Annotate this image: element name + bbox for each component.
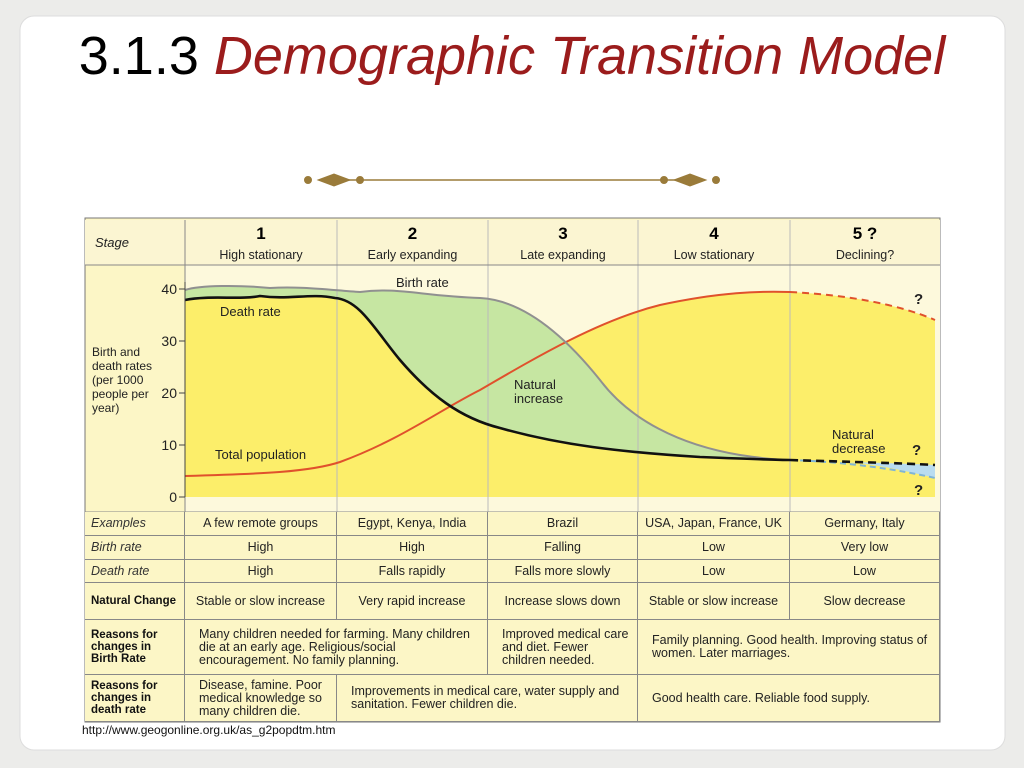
row-label: Reasons for changes in Birth Rate bbox=[85, 620, 185, 675]
stage-number: 5 ? bbox=[852, 224, 878, 243]
below-death-area bbox=[185, 296, 935, 497]
y-ticks: 0 10 20 30 40 bbox=[161, 281, 185, 505]
row-label: Reasons for changes in death rate bbox=[85, 675, 185, 722]
table-cell: Family planning. Good health. Improving … bbox=[638, 620, 940, 675]
table-cell: Many children needed for farming. Many c… bbox=[185, 620, 488, 675]
source-link: http://www.geogonline.org.uk/as_g2popdtm… bbox=[82, 723, 336, 737]
stage-number: 3 bbox=[558, 224, 568, 243]
title-number: 3.1.3 bbox=[78, 26, 199, 86]
stage-number: 4 bbox=[709, 224, 719, 243]
stage-name: Late expanding bbox=[520, 248, 606, 262]
unknown-marker: ? bbox=[912, 442, 922, 459]
table-cell: Stable or slow increase bbox=[638, 583, 790, 620]
row-label: Death rate bbox=[85, 560, 185, 583]
table-cell: USA, Japan, France, UK bbox=[638, 512, 790, 536]
stage-number: 1 bbox=[256, 224, 266, 243]
stage-name: High stationary bbox=[219, 248, 303, 262]
table-cell: Very low bbox=[790, 536, 940, 560]
row-label: Examples bbox=[85, 512, 185, 536]
natural-decrease-area bbox=[850, 462, 935, 478]
y-tick-label: 0 bbox=[169, 489, 177, 505]
birth-rate-curve bbox=[184, 284, 791, 461]
stage-number: 2 bbox=[407, 224, 418, 243]
y-axis-label: Birth and death rates (per 1000 people p… bbox=[92, 345, 153, 415]
table-cell: High bbox=[185, 536, 337, 560]
stage-name: Low stationary bbox=[673, 248, 755, 262]
table-cell: Increase slows down bbox=[488, 583, 638, 620]
table-cell: Falling bbox=[488, 536, 638, 560]
table-cell: Good health care. Reliable food supply. bbox=[638, 675, 940, 722]
table-cell: Low bbox=[638, 560, 790, 583]
population-curve-projected bbox=[789, 291, 936, 321]
table-cell: Slow decrease bbox=[790, 583, 940, 620]
row-label: Birth rate bbox=[85, 536, 185, 560]
death-rate-label: Death rate bbox=[220, 304, 281, 319]
y-tick-label: 10 bbox=[161, 437, 177, 453]
natural-increase-label: Natural increase bbox=[514, 377, 564, 406]
birth-rate-label: Birth rate bbox=[396, 275, 449, 290]
table-cell: Falls more slowly bbox=[488, 560, 638, 583]
stage-table: Examples A few remote groups Egypt, Kenya,… bbox=[85, 512, 940, 722]
table-cell: Brazil bbox=[488, 512, 638, 536]
stage-name: Early expanding bbox=[367, 248, 458, 262]
title-text: Demographic Transition Model bbox=[213, 26, 946, 86]
natural-decrease-label: Natural decrease bbox=[832, 427, 886, 456]
unknown-marker: ? bbox=[914, 291, 924, 308]
population-curve bbox=[184, 290, 791, 477]
table-cell: Low bbox=[638, 536, 790, 560]
ornament bbox=[304, 173, 720, 187]
stage-header bbox=[85, 220, 940, 265]
stage-name: Declining? bbox=[835, 248, 895, 262]
death-rate-curve-projected bbox=[789, 458, 936, 467]
row-label: Natural Change bbox=[85, 583, 185, 620]
y-tick-label: 20 bbox=[161, 385, 177, 401]
table-cell: Improvements in medical care, water supp… bbox=[337, 675, 638, 722]
table-cell: High bbox=[185, 560, 337, 583]
table-cell: Falls rapidly bbox=[337, 560, 488, 583]
table-cell: High bbox=[337, 536, 488, 560]
unknown-marker: ? bbox=[914, 482, 924, 499]
stage-label: Stage bbox=[95, 235, 129, 250]
y-tick-label: 40 bbox=[161, 281, 177, 297]
table-cell: Egypt, Kenya, India bbox=[337, 512, 488, 536]
table-cell: Very rapid increase bbox=[337, 583, 488, 620]
slide-title: 3.1.3 Demographic Transition Model bbox=[62, 14, 962, 98]
table-cell: Improved medical care and diet. Fewer ch… bbox=[488, 620, 638, 675]
total-population-label: Total population bbox=[215, 447, 307, 462]
table-cell: Germany, Italy bbox=[790, 512, 940, 536]
table-cell: Disease, famine. Poor medical knowledge … bbox=[185, 675, 337, 722]
table-cell: A few remote groups bbox=[185, 512, 337, 536]
table-cell: Stable or slow increase bbox=[185, 583, 337, 620]
death-rate-curve bbox=[184, 294, 791, 462]
y-tick-label: 30 bbox=[161, 333, 177, 349]
table-cell: Low bbox=[790, 560, 940, 583]
